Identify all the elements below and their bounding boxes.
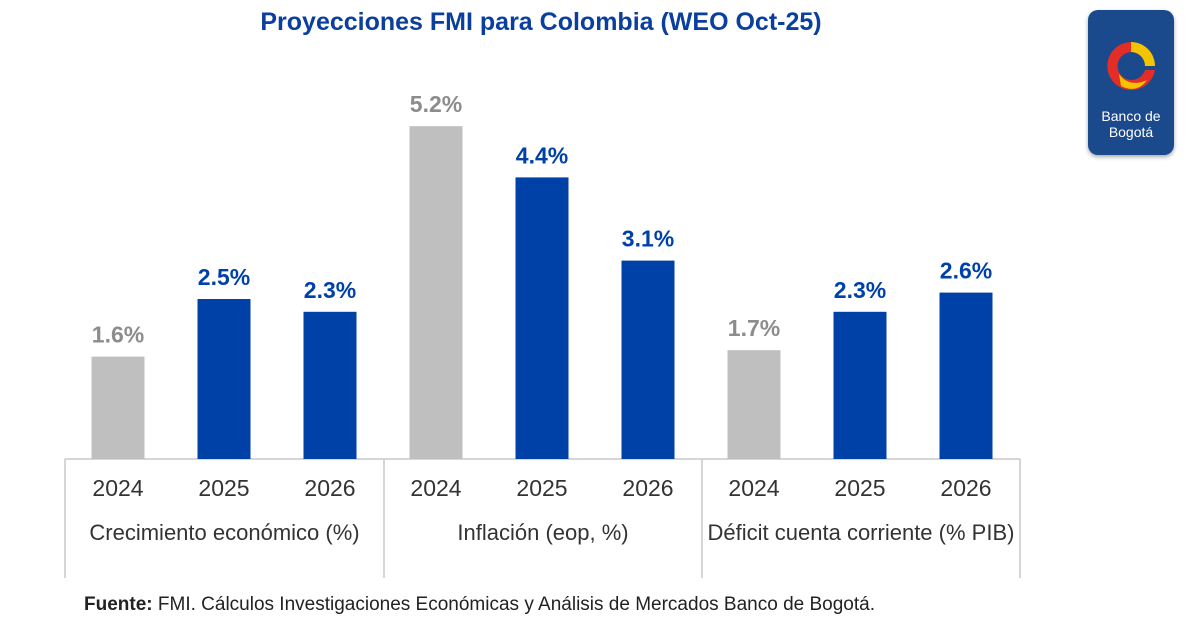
group-label: Déficit cuenta corriente (% PIB) xyxy=(708,520,1015,545)
bar xyxy=(833,311,887,459)
x-tick-label: 2025 xyxy=(198,475,249,501)
logo-text: Banco de Bogotá xyxy=(1088,108,1174,140)
x-tick-label: 2026 xyxy=(304,475,355,501)
data-label: 3.1% xyxy=(622,226,674,252)
x-tick-label: 2024 xyxy=(410,475,461,501)
bar xyxy=(197,299,251,459)
source-text: FMI. Cálculos Investigaciones Económicas… xyxy=(157,594,875,615)
data-label: 2.3% xyxy=(834,277,886,303)
x-tick-label: 2024 xyxy=(728,475,779,501)
x-tick-label: 2025 xyxy=(834,475,885,501)
logo-line-1: Banco de xyxy=(1101,108,1161,124)
data-label: 4.4% xyxy=(516,142,568,168)
data-label: 2.6% xyxy=(940,258,992,284)
group-label: Inflación (eop, %) xyxy=(457,520,628,545)
x-tick-label: 2026 xyxy=(940,475,991,501)
bar xyxy=(515,177,569,459)
data-label: 2.3% xyxy=(304,277,356,303)
bank-logo: Banco de Bogotá xyxy=(1088,10,1174,155)
x-tick-label: 2024 xyxy=(92,475,143,501)
source-note: Fuente: FMI. Cálculos Investigaciones Ec… xyxy=(84,594,875,616)
source-label: Fuente: xyxy=(84,594,153,615)
bar xyxy=(939,292,993,459)
bar xyxy=(621,260,675,459)
logo-emblem-icon xyxy=(1107,42,1155,90)
bar xyxy=(727,350,781,459)
logo-line-2: Bogotá xyxy=(1108,124,1154,140)
group-label: Crecimiento económico (%) xyxy=(89,520,359,545)
bar xyxy=(409,126,463,459)
data-label: 2.5% xyxy=(198,264,250,290)
data-label: 1.6% xyxy=(92,322,144,348)
chart-title: Proyecciones FMI para Colombia (WEO Oct-… xyxy=(260,8,822,36)
x-tick-label: 2026 xyxy=(622,475,673,501)
bar xyxy=(91,356,145,459)
data-label: 5.2% xyxy=(410,91,462,117)
bar xyxy=(303,311,357,459)
x-tick-label: 2025 xyxy=(516,475,567,501)
data-label: 1.7% xyxy=(728,315,780,341)
